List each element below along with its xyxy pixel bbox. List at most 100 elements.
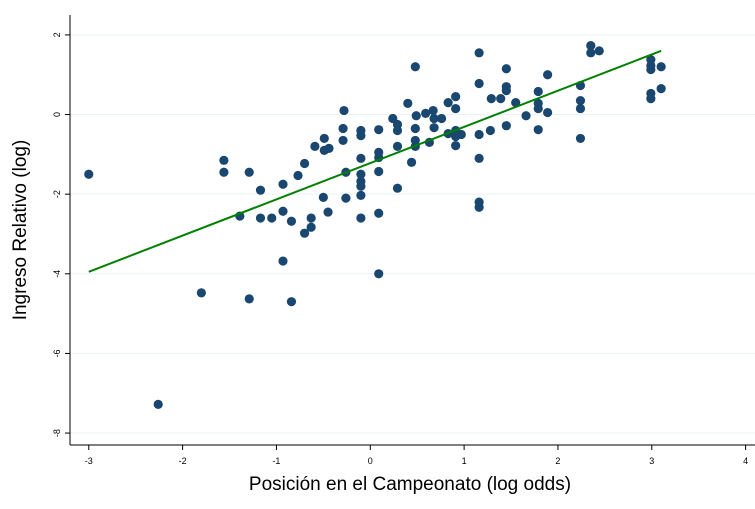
scatter-point (451, 140, 461, 151)
scatter-point (267, 213, 277, 223)
scatter-point (451, 103, 461, 114)
scatter-point (323, 207, 333, 217)
scatter-point (255, 185, 266, 195)
scatter-point (338, 135, 348, 146)
x-axis-label: Posición en el Campeonato (log odds) (249, 474, 571, 495)
scatter-point (319, 133, 329, 144)
y-tick-label: -4 (52, 270, 62, 278)
scatter-point (278, 256, 288, 266)
y-tick-label: -8 (52, 429, 62, 437)
scatter-point (293, 170, 303, 181)
scatter-point (501, 64, 511, 74)
scatter-point (306, 222, 316, 232)
scatter-point (286, 297, 297, 307)
scatter-point (403, 98, 413, 108)
y-tick-label: -6 (52, 349, 62, 357)
scatter-point (299, 228, 310, 238)
x-tick-label: 2 (555, 456, 560, 466)
scatter-point (646, 94, 656, 104)
scatter-point (411, 111, 421, 121)
y-tick-label: 2 (52, 32, 62, 37)
scatter-point (594, 46, 604, 56)
scatter-point (429, 123, 439, 133)
scatter-point (244, 167, 254, 177)
scatter-point (338, 123, 348, 134)
fit-line (88, 49, 662, 273)
x-tick-label: -3 (85, 456, 93, 466)
scatter-point (392, 125, 403, 136)
scatter-point (474, 129, 484, 140)
scatter-point (656, 84, 666, 94)
scatter-point (410, 123, 420, 134)
scatter-point (374, 208, 384, 218)
scatter-point (278, 179, 288, 189)
scatter-point (318, 192, 328, 202)
scatter-point (356, 131, 366, 141)
x-tick-label: 4 (743, 456, 748, 466)
scatter-point (533, 125, 543, 135)
scatter-point (501, 86, 511, 96)
scatter-point (244, 294, 254, 304)
scatter-point (153, 399, 163, 409)
scatter-point (429, 113, 439, 124)
y-tick-label: -2 (52, 190, 62, 198)
scatter-point (486, 94, 496, 104)
scatter-point (356, 181, 366, 191)
scatter-point (533, 86, 543, 97)
scatter-point (196, 288, 206, 298)
x-tick-label: 3 (649, 456, 654, 466)
scatter-point (428, 105, 438, 116)
scatter-point (586, 41, 596, 51)
scatter-point (646, 64, 656, 75)
scatter-point (501, 121, 511, 131)
scatter-point (474, 202, 484, 212)
scatter-point (406, 157, 417, 167)
scatter-point (356, 169, 366, 179)
y-tick-label: 0 (52, 112, 62, 117)
scatter-point (392, 183, 403, 193)
scatter-point (356, 153, 366, 163)
x-tick-label: -2 (179, 456, 187, 466)
scatter-point (451, 92, 461, 102)
scatter-point (511, 97, 521, 108)
scatter-point (339, 105, 349, 116)
y-axis-label: Ingreso Relativo (log) (10, 140, 31, 321)
scatter-point (533, 103, 543, 114)
scatter-point (575, 133, 586, 144)
scatter-point (286, 216, 297, 226)
scatter-point (392, 141, 403, 151)
scatter-point (474, 153, 484, 163)
scatter-point (84, 169, 94, 179)
scatter-point (374, 125, 384, 135)
scatter-point (543, 107, 553, 118)
scatter-point (306, 213, 316, 223)
scatter-point (443, 97, 453, 108)
scatter-point (310, 141, 320, 151)
scatter-point (485, 125, 495, 136)
scatter-point (374, 166, 384, 177)
scatter-point (496, 94, 506, 104)
scatter-point (356, 213, 366, 223)
scatter-point (255, 213, 266, 223)
scatter-point (324, 143, 334, 153)
scatter-point (341, 193, 351, 203)
scatter-point (586, 48, 596, 58)
scatter-point (575, 103, 586, 114)
scatter-point (543, 70, 553, 80)
scatter-point (421, 108, 431, 118)
scatter-point (436, 113, 447, 124)
scatter-point (456, 129, 466, 140)
scatter-point (299, 158, 310, 169)
x-tick-label: -1 (272, 456, 280, 466)
scatter-point (474, 48, 484, 58)
scatter-point (575, 96, 586, 106)
scatter-point (521, 111, 531, 121)
scatter-point (656, 62, 666, 72)
scatter-point (278, 206, 288, 216)
scatter-point (356, 190, 366, 200)
scatter-point (474, 78, 484, 89)
scatter-point (410, 62, 420, 72)
x-tick-label: 0 (368, 456, 373, 466)
x-tick-label: 1 (462, 456, 467, 466)
